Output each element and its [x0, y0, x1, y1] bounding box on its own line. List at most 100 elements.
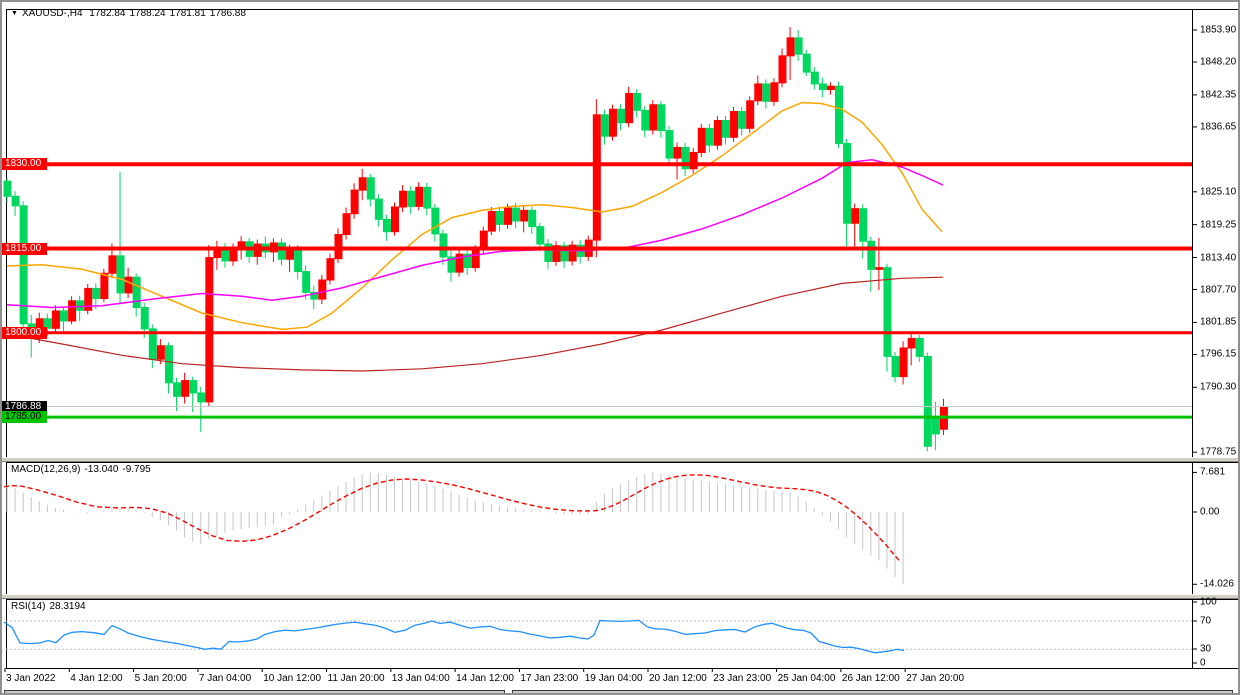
- candle: [189, 380, 198, 394]
- price-axis-label: 1807.70: [1200, 284, 1237, 296]
- candle: [818, 83, 827, 91]
- candle: [770, 82, 779, 102]
- candle: [592, 114, 601, 241]
- candle: [197, 392, 206, 403]
- candle: [528, 209, 537, 228]
- candle: [641, 109, 650, 131]
- candle: [455, 253, 464, 273]
- candle: [116, 255, 125, 294]
- candle: [407, 190, 416, 207]
- candle: [681, 146, 690, 170]
- price-axis-label: 1796.15: [1200, 348, 1237, 360]
- candle: [802, 53, 811, 73]
- candle: [786, 37, 795, 57]
- candle: [326, 258, 335, 281]
- candle: [705, 127, 714, 146]
- candle: [754, 83, 763, 102]
- candle: [391, 206, 400, 233]
- price-axis-label: 1819.25: [1200, 219, 1237, 231]
- time-axis-label: 11 Jan 20:00: [327, 673, 385, 684]
- time-axis-label: 26 Jan 12:00: [841, 673, 900, 684]
- rsi-name: RSI(14): [11, 601, 46, 612]
- candle: [568, 244, 577, 262]
- candle: [617, 108, 626, 124]
- candle: [899, 347, 908, 378]
- candle: [713, 119, 722, 146]
- time-axis-label: 14 Jan 12:00: [456, 673, 514, 684]
- rsi-axis-label: 70: [1200, 615, 1212, 627]
- candle: [891, 355, 900, 378]
- candle: [625, 92, 634, 124]
- candle: [431, 207, 440, 235]
- candle: [697, 127, 706, 153]
- candle: [608, 108, 617, 137]
- symbol-period-label: XAUUSD-,H4: [21, 8, 83, 19]
- candle: [826, 85, 835, 91]
- panel-splitter-macd[interactable]: [2, 457, 1238, 462]
- candle: [520, 209, 529, 222]
- candle: [536, 226, 545, 245]
- candle: [689, 151, 698, 170]
- candle: [746, 100, 755, 129]
- candle: [923, 355, 932, 447]
- candle: [350, 189, 359, 215]
- candle: [318, 279, 327, 300]
- candle: [302, 271, 311, 293]
- candle: [721, 119, 730, 138]
- candle: [108, 255, 117, 274]
- minimized-chart-bar[interactable]: [4, 690, 505, 693]
- candle: [487, 210, 496, 232]
- minimized-chart-bar[interactable]: [512, 690, 1233, 693]
- candle: [495, 210, 504, 225]
- candle: [915, 337, 924, 357]
- ohlc-close: 1786.88: [209, 8, 246, 19]
- symbol-dropdown-icon[interactable]: ▼: [11, 10, 18, 17]
- candle: [633, 92, 642, 111]
- time-axis-label: 3 Jan 2022: [6, 673, 56, 684]
- candle: [794, 37, 803, 55]
- candle: [649, 104, 658, 131]
- candle: [657, 104, 666, 132]
- candle: [51, 310, 60, 329]
- symbol-title[interactable]: ▼ XAUUSD-,H4 1782.84 1788.24 1781.81 1786.88: [11, 8, 250, 19]
- rsi-axis-label: 0: [1200, 657, 1206, 669]
- candle: [415, 186, 424, 207]
- ohlc-low: 1781.81: [169, 8, 206, 19]
- candle: [738, 110, 747, 129]
- price-badge: 1815.00: [2, 242, 47, 255]
- macd-signal-value: -9.795: [122, 464, 151, 475]
- price-axis-label: 1848.20: [1200, 56, 1237, 68]
- candle: [43, 318, 52, 329]
- candle: [3, 180, 12, 197]
- time-axis-label: 10 Jan 12:00: [263, 673, 322, 684]
- candle: [512, 207, 521, 222]
- time-axis-label: 7 Jan 04:00: [198, 673, 252, 684]
- candle: [132, 276, 141, 309]
- time-axis-label: 5 Jan 20:00: [134, 673, 187, 684]
- candle: [867, 240, 876, 270]
- candle: [60, 310, 69, 322]
- rsi-axis-label: 100: [1200, 596, 1217, 608]
- candle: [277, 242, 286, 260]
- candle: [342, 213, 351, 235]
- candle: [835, 85, 844, 144]
- candle: [447, 256, 456, 273]
- candle: [294, 248, 303, 273]
- ohlc-high: 1788.24: [129, 8, 166, 19]
- candle: [463, 253, 472, 269]
- price-axis-label: 1842.35: [1200, 89, 1237, 101]
- macd-axis-label: -14.026: [1200, 578, 1234, 590]
- candle: [673, 146, 682, 159]
- candle: [156, 345, 165, 360]
- candle: [600, 114, 609, 137]
- candle: [883, 267, 892, 357]
- price-axis-label: 1825.10: [1200, 186, 1237, 198]
- panel-splitter-rsi[interactable]: [2, 594, 1238, 599]
- candle: [471, 249, 480, 269]
- macd-axis-label: 7.681: [1200, 466, 1226, 478]
- time-axis-label: 23 Jan 23:00: [713, 673, 772, 684]
- candle: [382, 218, 391, 233]
- price-axis-label: 1790.30: [1200, 381, 1237, 393]
- time-axis-label: 20 Jan 12:00: [649, 673, 707, 684]
